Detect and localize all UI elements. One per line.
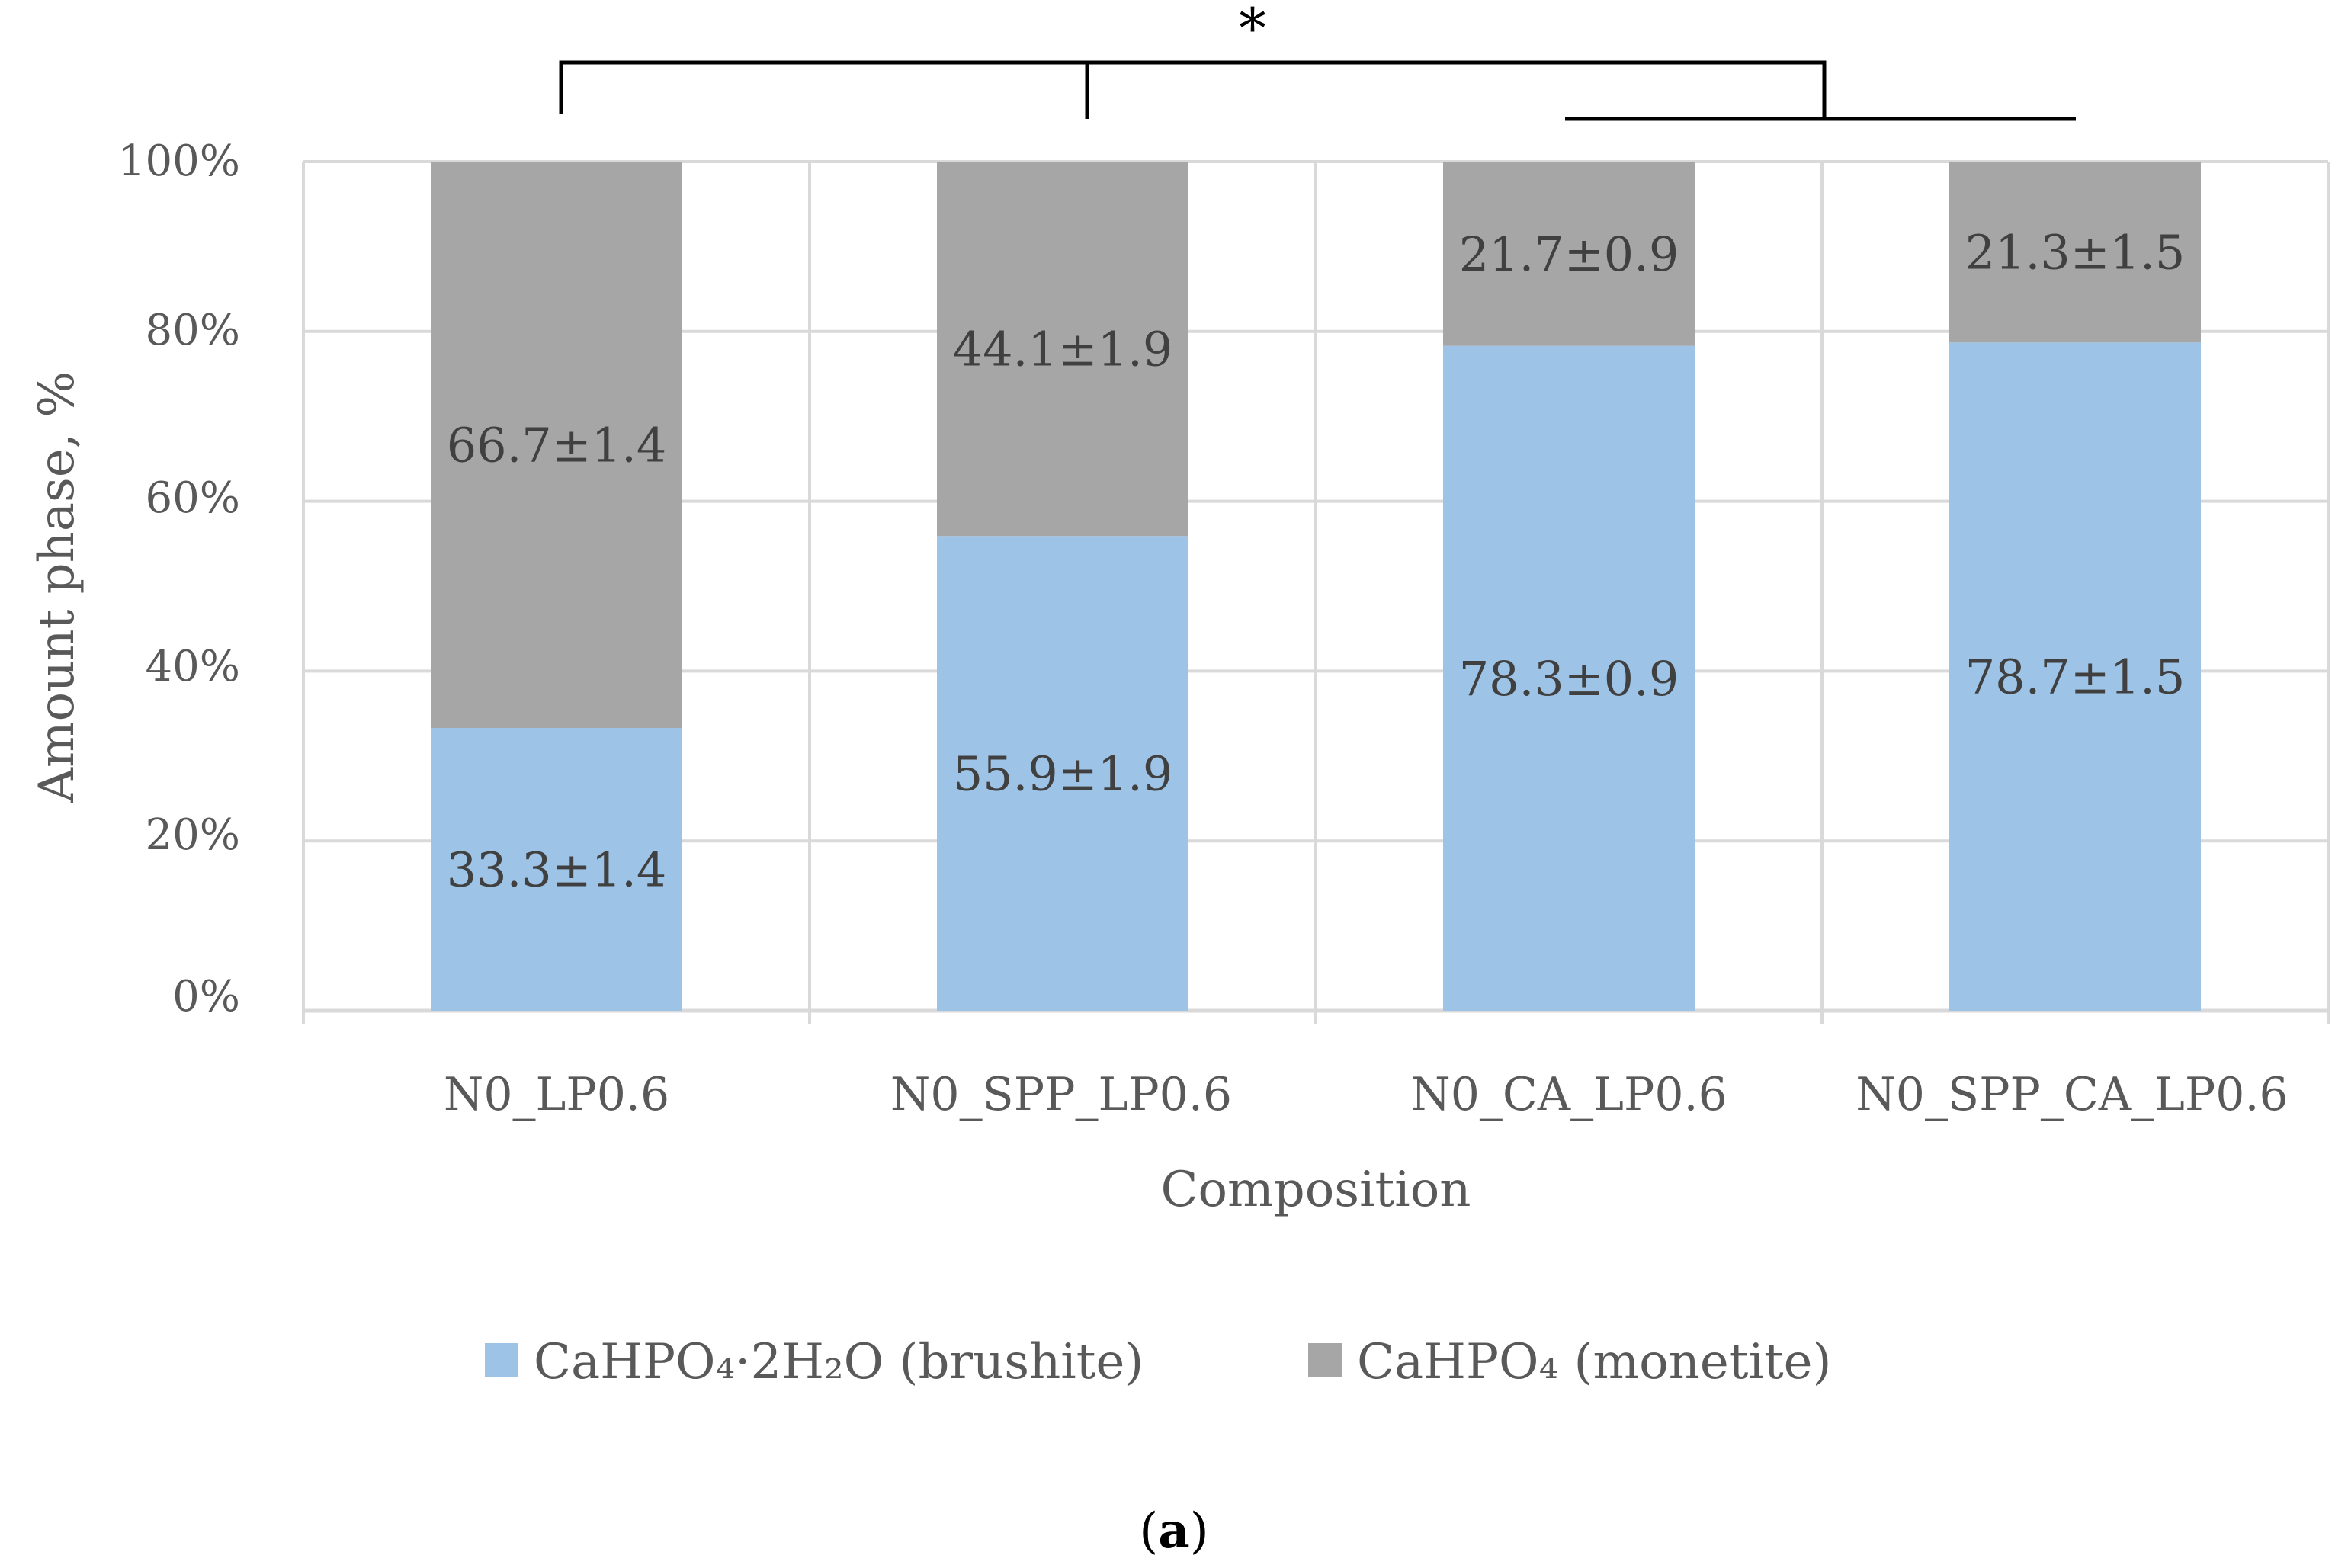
x-category-label: N0_SPP_LP0.6: [890, 1068, 1232, 1121]
y-tick-label: 40%: [146, 642, 240, 691]
x-axis-categories: N0_LP0.6 N0_SPP_LP0.6 N0_CA_LP0.6 N0_SPP…: [444, 1068, 2289, 1121]
legend-label-monetite: CaHPO₄ (monetite): [1357, 1334, 1832, 1390]
legend: CaHPO₄·2H₂O (brushite) CaHPO₄ (monetite): [485, 1334, 1832, 1390]
legend-label-brushite: CaHPO₄·2H₂O (brushite): [534, 1334, 1144, 1390]
data-label-layer: 33.3±1.4 66.7±1.4 55.9±1.9 44.1±1.9 78.3±0.9…: [447, 225, 2186, 898]
bar-segment-monetite: [1949, 162, 2201, 343]
bar-data-label: 66.7±1.4: [447, 418, 667, 473]
y-tick-label: 80%: [146, 306, 240, 355]
bar-segment-monetite: [1443, 162, 1695, 346]
x-category-label: N0_CA_LP0.6: [1410, 1068, 1727, 1121]
x-axis-title: Composition: [1161, 1162, 1471, 1218]
x-category-label: N0_LP0.6: [444, 1068, 669, 1121]
bar-layer: [431, 162, 2201, 1012]
bar-data-label: 44.1±1.9: [953, 322, 1173, 377]
bar-segment-brushite: [431, 728, 682, 1011]
bracket-line-upper: [559, 60, 1827, 119]
y-axis-ticks: 0% 20% 40% 60% 80% 100%: [118, 136, 240, 1021]
y-tick-label: 60%: [146, 473, 240, 523]
bar-segment-brushite: [1949, 342, 2201, 1012]
bar-data-label: 78.7±1.5: [1965, 649, 2186, 705]
legend-swatch-brushite: [485, 1343, 518, 1377]
caption-open-paren: (: [1139, 1503, 1158, 1560]
y-tick-label: 100%: [118, 136, 240, 186]
y-tick-label: 20%: [146, 810, 240, 860]
caption-letter: a: [1158, 1502, 1189, 1560]
bar-data-label: 55.9±1.9: [953, 746, 1173, 802]
significance-bracket: *: [559, 0, 2076, 121]
significance-asterisk: *: [1239, 0, 1266, 60]
caption-close-paren: ): [1190, 1503, 1209, 1560]
figure-caption: (a): [1139, 1502, 1208, 1560]
y-axis-title: Amount phase, %: [29, 371, 85, 804]
legend-swatch-monetite: [1308, 1343, 1342, 1377]
y-tick-label: 0%: [172, 972, 240, 1021]
bar-data-label: 78.3±0.9: [1459, 651, 1679, 707]
x-category-label: N0_SPP_CA_LP0.6: [1856, 1068, 2288, 1121]
bar-data-label: 21.3±1.5: [1965, 225, 2186, 281]
bar-segment-brushite: [1443, 345, 1695, 1011]
bar-data-label: 33.3±1.4: [447, 842, 667, 898]
bar-segment-monetite: [431, 162, 682, 729]
bar-data-label: 21.7±0.9: [1459, 226, 1679, 282]
bar-segment-brushite: [937, 536, 1188, 1011]
bar-segment-monetite: [937, 162, 1188, 537]
